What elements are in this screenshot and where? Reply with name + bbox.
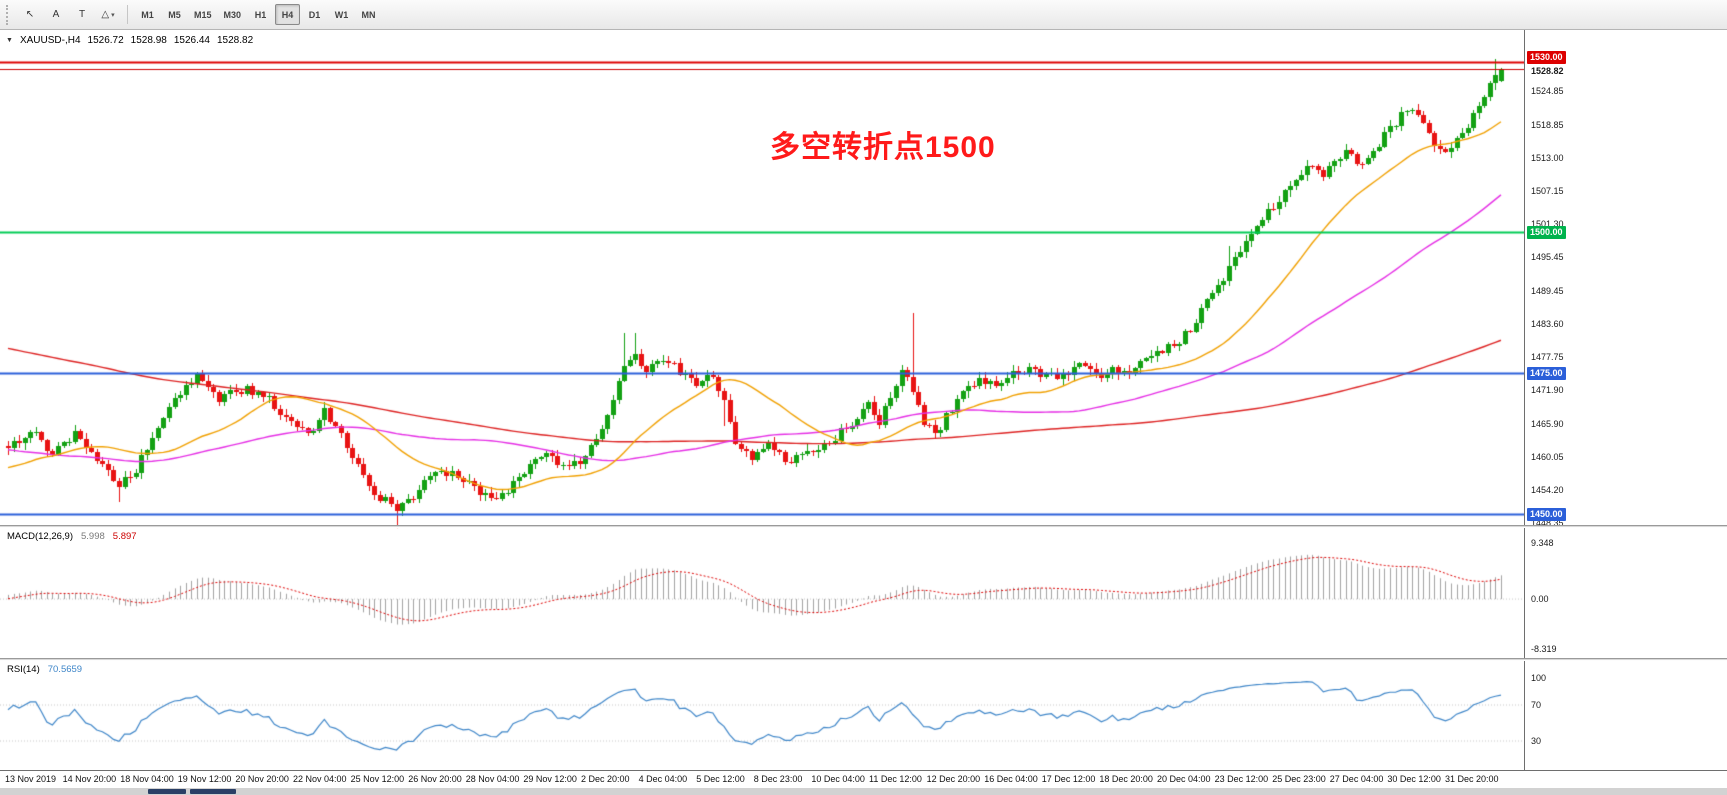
time-axis-label: 2 Dec 20:00 (581, 774, 630, 784)
timeframe-mn-button[interactable]: MN (361, 9, 376, 20)
timeframe-m30-button[interactable]: M30 (223, 9, 242, 20)
time-axis-label: 23 Dec 12:00 (1214, 774, 1269, 784)
price-tick-label: 1507.15 (1531, 186, 1564, 197)
price-tick-label: 1501.30 (1531, 219, 1564, 230)
price-tick-label: 1460.05 (1531, 452, 1564, 463)
chart-header: ▼ XAUUSD-,H4 1526.72 1528.98 1526.44 152… (6, 35, 253, 46)
macd-title: MACD(12,26,9) (7, 531, 73, 542)
timeframe-h1-button[interactable]: H1 (254, 9, 267, 20)
timeframe-m1-button[interactable]: M1 (141, 9, 154, 20)
rsi-tick-label: 70 (1531, 700, 1542, 710)
ohlc-low: 1526.44 (173, 35, 210, 46)
toolbar-separator (127, 5, 128, 24)
timeframe-m15-button[interactable]: M15 (194, 9, 212, 20)
macd-indicator-label: MACD(12,26,9) 5.998 5.897 (7, 531, 137, 542)
current-price-label: 1528.82 (1531, 66, 1564, 77)
price-tick-label: 1471.90 (1531, 385, 1564, 396)
price-tick-label: 1513.00 (1531, 153, 1564, 164)
time-axis-label: 28 Nov 04:00 (465, 774, 520, 784)
toolbar: ↖ A T △ ▾ M1 M5 M15 M30 H1 H4 D1 W1 MN (0, 0, 1727, 30)
price-tick-label: 1495.45 (1531, 252, 1564, 263)
price-tick-label: 1477.75 (1531, 352, 1564, 363)
rsi-tick-label: 100 (1531, 673, 1547, 683)
time-axis-label: 20 Dec 04:00 (1157, 774, 1211, 784)
text-label-tool-button[interactable]: T (78, 9, 86, 20)
time-axis-label: 22 Nov 04:00 (293, 774, 347, 784)
macd-value: 5.998 (81, 531, 105, 542)
price-tick-label: 1448.35 (1531, 518, 1564, 529)
time-axis-label: 10 Dec 04:00 (811, 774, 865, 784)
ohlc-high: 1528.98 (130, 35, 167, 46)
price-level-badge: 1530.00 (1527, 51, 1566, 65)
time-axis-label: 5 Dec 12:00 (696, 774, 745, 784)
rsi-value: 70.5659 (47, 664, 83, 675)
price-tick-label: 1518.85 (1531, 120, 1564, 131)
time-axis-label: 25 Nov 12:00 (350, 774, 405, 784)
symbol-title: XAUUSD-,H4 (19, 35, 81, 46)
price-tick-label: 1524.85 (1531, 86, 1564, 97)
time-axis-label: 19 Nov 12:00 (177, 774, 232, 784)
timeframe-group: M1 M5 M15 M30 H1 H4 D1 W1 MN (134, 4, 382, 25)
macd-signal-value: 5.897 (112, 531, 137, 542)
price-tick-label: 1465.90 (1531, 419, 1564, 430)
timeframe-d1-button[interactable]: D1 (308, 9, 321, 20)
rsi-title: RSI(14) (7, 664, 40, 675)
price-scale[interactable]: 1524.85 1518.85 1513.00 1507.15 1501.30 1495.… (1524, 30, 1727, 770)
pane-divider[interactable] (0, 525, 1727, 528)
time-axis-label: 27 Dec 04:00 (1329, 774, 1384, 784)
time-axis-label: 17 Dec 12:00 (1041, 774, 1096, 784)
caret-down-icon: ▾ (111, 11, 115, 19)
time-axis-label: 16 Dec 04:00 (984, 774, 1038, 784)
cursor-tool-button[interactable]: ↖ (25, 9, 35, 20)
taskbar-item[interactable] (190, 789, 236, 794)
time-axis-label: 14 Nov 20:00 (62, 774, 117, 784)
rsi-indicator-label: RSI(14) 70.5659 (7, 664, 82, 675)
rsi-tick-label: 30 (1531, 736, 1542, 746)
symbol-dropdown-icon[interactable]: ▼ (6, 37, 13, 44)
timeframe-h4-button[interactable]: H4 (275, 4, 301, 25)
price-level-badge: 1475.00 (1527, 366, 1566, 380)
chart-text-annotation[interactable]: 多空转折点1500 (770, 131, 996, 164)
taskbar-item[interactable] (148, 789, 186, 794)
time-axis-label: 25 Dec 23:00 (1272, 774, 1326, 784)
time-scale[interactable]: 13 Nov 2019 14 Nov 20:00 18 Nov 04:00 19 No… (0, 770, 1727, 788)
time-axis-label: 20 Nov 20:00 (235, 774, 289, 784)
price-level-badge: 1500.00 (1527, 225, 1566, 239)
time-axis-label: 4 Dec 04:00 (638, 774, 688, 784)
time-axis-label: 12 Dec 20:00 (926, 774, 981, 784)
timeframe-m5-button[interactable]: M5 (168, 9, 181, 20)
drawing-tools-group: ↖ A T △ ▾ (17, 4, 121, 25)
time-axis-label: 30 Dec 12:00 (1387, 774, 1441, 784)
time-axis-label: 18 Dec 20:00 (1099, 774, 1153, 784)
text-tool-button[interactable]: A (52, 9, 60, 20)
price-tick-label: 1454.20 (1531, 485, 1564, 496)
ohlc-open: 1526.72 (87, 35, 124, 46)
time-axis-label: 31 Dec 20:00 (1445, 774, 1499, 784)
timeframe-w1-button[interactable]: W1 (334, 9, 349, 20)
ohlc-close: 1528.82 (216, 35, 254, 46)
pane-divider[interactable] (0, 658, 1727, 661)
macd-tick-label: 9.348 (1531, 538, 1554, 548)
price-tick-label: 1483.60 (1531, 319, 1564, 330)
time-axis-label: 26 Nov 20:00 (408, 774, 462, 784)
time-axis-label: 29 Nov 12:00 (523, 774, 577, 784)
macd-tick-label: -8.319 (1531, 644, 1557, 654)
price-tick-label: 1489.45 (1531, 286, 1564, 297)
time-axis-label: 18 Nov 04:00 (120, 774, 174, 784)
shapes-tool-button[interactable]: △ ▾ (101, 9, 115, 20)
toolbar-grip[interactable] (6, 4, 11, 25)
macd-tick-label: 0.00 (1531, 594, 1549, 605)
time-axis-label: 11 Dec 12:00 (869, 774, 922, 784)
time-axis-label: 13 Nov 2019 (5, 774, 57, 784)
price-level-badge: 1450.00 (1527, 507, 1566, 521)
time-axis-label: 8 Dec 23:00 (753, 774, 803, 784)
taskbar-strip (0, 788, 1727, 795)
